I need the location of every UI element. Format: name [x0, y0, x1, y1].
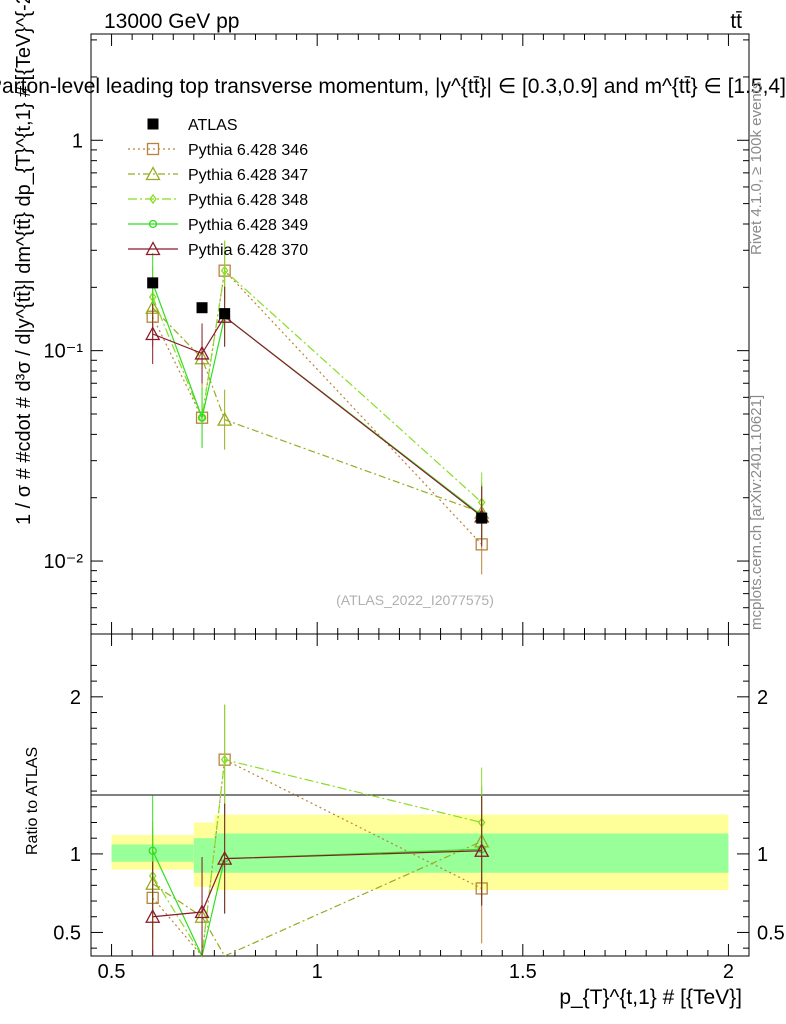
ratio-axis-ticks: 0.5 1 1.5 2 0.5 0.5 1 1 2 2 [53, 634, 785, 983]
x-tick-label: 1 [312, 961, 323, 983]
series-line [152, 307, 482, 514]
x-axis-label: p_{T}^{t,1} # [{TeV}] [559, 986, 742, 1009]
atlas-data-point [196, 302, 208, 314]
ratio-series-line [152, 758, 482, 958]
legend-label: ATLAS [188, 117, 238, 134]
main-series-layer [145, 240, 490, 575]
series-marker [197, 413, 207, 422]
ratio-y-tick-label-right: 1 [757, 844, 768, 866]
header-left: 13000 GeV pp [104, 10, 239, 33]
series-line [152, 269, 483, 503]
ratio-y-tick-label-right: 0.5 [757, 922, 785, 944]
atlas-data-point [147, 277, 159, 289]
series-marker [220, 265, 229, 276]
legend-label: Pythia 6.428 348 [188, 192, 308, 209]
ratio-y-tick-label-left: 1 [70, 844, 81, 866]
analysis-watermark: (ATLAS_2022_I2077575) [336, 592, 494, 608]
atlas-data-point [476, 512, 488, 524]
ratio-band-green [193, 838, 215, 873]
ratio-band-green [214, 833, 729, 873]
header-right: tt̄ [730, 10, 742, 33]
legend-marker [146, 142, 160, 156]
ratio-marker [217, 850, 233, 865]
x-tick-label: 2 [723, 961, 734, 983]
ratio-y-axis-label: Ratio to ATLAS [24, 747, 41, 855]
ratio-y-tick-label-left: 0.5 [53, 922, 81, 944]
ratio-series-line [152, 848, 482, 958]
legend-marker [149, 193, 157, 205]
series-marker [194, 345, 210, 360]
legend-label: Pythia 6.428 370 [188, 242, 308, 259]
series-line [152, 315, 483, 517]
ratio-series-layer [145, 704, 490, 958]
legend-marker [145, 241, 161, 256]
ratio-series-line [152, 850, 482, 918]
main-axis-ticks: 10⁻² 10⁻¹ 1 [44, 34, 749, 634]
main-y-tick-label: 10⁻¹ [44, 341, 84, 363]
chart-title: Parton-level leading top transverse mome… [0, 75, 786, 98]
x-tick-label: 0.5 [98, 961, 126, 983]
series-marker [145, 326, 161, 341]
main-y-tick-label: 1 [72, 130, 83, 152]
legend-marker [147, 118, 159, 130]
ratio-marker [145, 908, 161, 923]
legend: ATLAS Pythia 6.428 346 Pythia 6.428 347 Pyt… [128, 117, 308, 259]
mcplots-note: mcplots.cern.ch [arXiv:2401.10621] [748, 395, 765, 630]
ratio-y-tick-label-right: 2 [757, 687, 768, 709]
main-y-tick-label: 10⁻² [44, 551, 84, 573]
legend-label: Pythia 6.428 346 [188, 142, 308, 159]
main-y-axis-label: 1 / σ # #cdot # d³σ / d|y^{tt̄}| dm^{tt̄… [13, 0, 35, 525]
ratio-marker [194, 904, 210, 919]
legend-label: Pythia 6.428 347 [188, 167, 308, 184]
ratio-marker [220, 754, 229, 765]
legend-label: Pythia 6.428 349 [188, 217, 308, 234]
ratio-marker [148, 846, 157, 855]
ratio-y-tick-label-left: 2 [70, 687, 81, 709]
ratio-uncertainty-bands [111, 814, 729, 891]
series-marker [217, 411, 233, 426]
ratio-marker [474, 842, 490, 857]
legend-marker [148, 219, 158, 229]
legend-marker [145, 166, 161, 181]
rivet-note: Rivet 4.1.0, ≥ 100k events [748, 82, 765, 255]
x-tick-label: 1.5 [509, 961, 537, 983]
ratio-series-line [152, 840, 482, 957]
atlas-data-point [219, 308, 231, 320]
